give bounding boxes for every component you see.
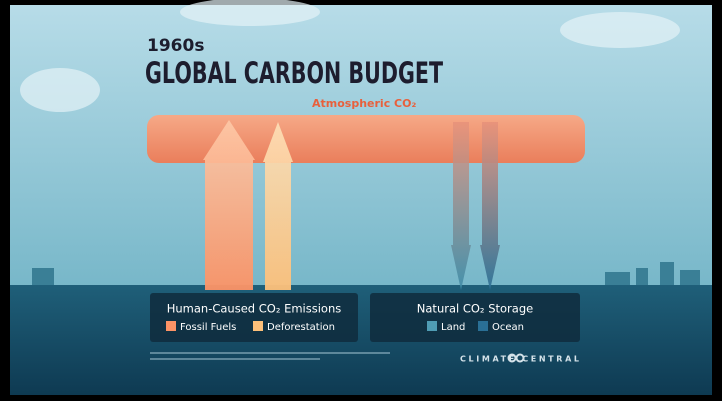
fossil-fuel-arrow [203, 120, 255, 290]
title: GLOBAL CARBON BUDGET [145, 56, 443, 90]
legend-box [150, 293, 358, 342]
legend-box [370, 293, 580, 342]
atmosphere-tube [147, 115, 585, 163]
legend-swatch [166, 321, 176, 331]
brand-logo [507, 353, 525, 363]
ocean-arrow [480, 122, 500, 290]
legend-label: Ocean [492, 322, 524, 333]
period: 1960s [147, 36, 204, 56]
land-arrow [451, 122, 471, 290]
legend-swatch [427, 321, 437, 331]
legend-title: Human-Caused CO₂ Emissions [167, 302, 342, 316]
clouds [20, 0, 680, 112]
footnote [150, 352, 390, 360]
deforestation-arrow [263, 122, 293, 290]
brand: CLIMATE CENTRAL [460, 355, 580, 364]
legend-swatch [478, 321, 488, 331]
legend-label: Deforestation [267, 322, 335, 333]
ocean-ground [10, 285, 712, 395]
atmosphere-label: Atmospheric CO₂ [312, 97, 416, 110]
legend-label: Land [441, 322, 465, 333]
skyline [32, 262, 700, 286]
legend-label: Fossil Fuels [180, 322, 236, 333]
legend-title: Natural CO₂ Storage [417, 302, 533, 316]
legend-swatch [253, 321, 263, 331]
